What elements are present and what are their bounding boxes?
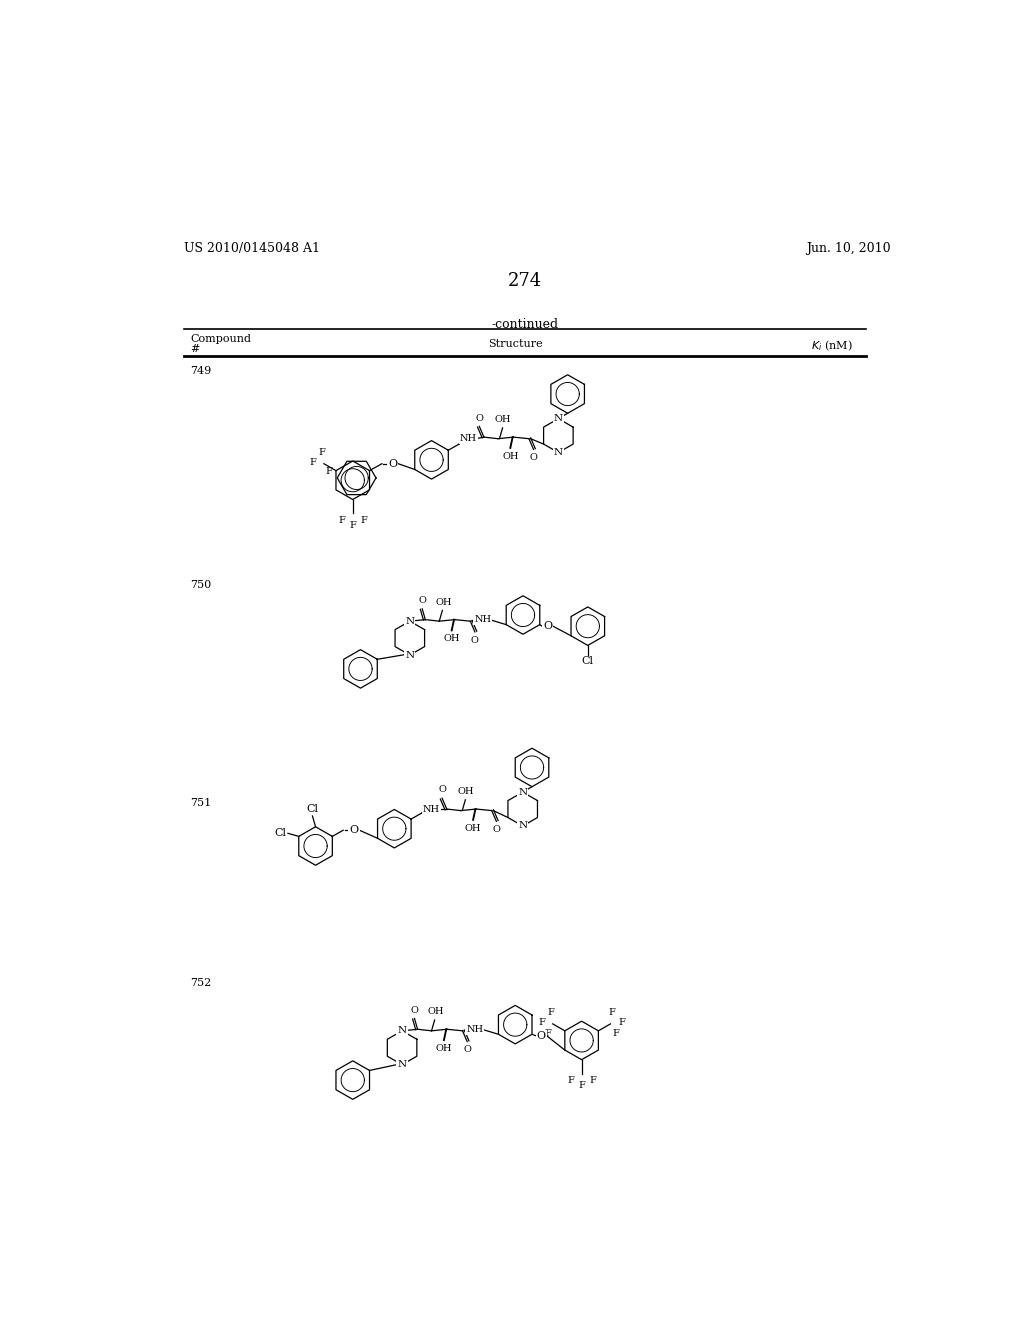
Text: O: O bbox=[493, 825, 501, 834]
Text: Cl: Cl bbox=[306, 804, 318, 814]
Text: O: O bbox=[418, 597, 426, 605]
Text: NH: NH bbox=[460, 434, 477, 444]
Text: NH: NH bbox=[466, 1024, 483, 1034]
Text: O: O bbox=[463, 1045, 471, 1055]
Text: NH: NH bbox=[474, 615, 492, 624]
Text: F: F bbox=[579, 1081, 585, 1090]
Text: 274: 274 bbox=[508, 272, 542, 290]
Text: OH: OH bbox=[495, 414, 511, 424]
Text: F: F bbox=[326, 467, 333, 475]
Text: F: F bbox=[590, 1076, 596, 1085]
Text: N: N bbox=[518, 788, 527, 796]
Text: F: F bbox=[612, 1028, 618, 1038]
Text: F: F bbox=[360, 516, 368, 524]
Text: OH: OH bbox=[443, 635, 460, 643]
Text: OH: OH bbox=[428, 1007, 444, 1016]
Text: O: O bbox=[388, 459, 397, 469]
Text: O: O bbox=[537, 1031, 546, 1040]
Text: F: F bbox=[309, 458, 316, 467]
Text: 749: 749 bbox=[190, 367, 211, 376]
Text: O: O bbox=[411, 1006, 419, 1015]
Text: OH: OH bbox=[465, 824, 481, 833]
Text: F: F bbox=[545, 1028, 551, 1038]
Text: F: F bbox=[567, 1076, 573, 1085]
Text: N: N bbox=[406, 616, 415, 626]
Text: #: # bbox=[190, 345, 200, 354]
Text: F: F bbox=[548, 1008, 555, 1016]
Text: OH: OH bbox=[435, 1044, 453, 1053]
Text: OH: OH bbox=[502, 451, 518, 461]
Text: F: F bbox=[608, 1008, 615, 1016]
Text: O: O bbox=[349, 825, 358, 836]
Text: 752: 752 bbox=[190, 978, 211, 989]
Text: Compound: Compound bbox=[190, 334, 251, 345]
Text: N: N bbox=[554, 447, 563, 457]
Text: O: O bbox=[471, 636, 479, 644]
Text: O: O bbox=[529, 453, 538, 462]
Text: Cl: Cl bbox=[582, 656, 594, 667]
Text: N: N bbox=[397, 1060, 407, 1069]
Text: -continued: -continued bbox=[492, 318, 558, 331]
Text: OH: OH bbox=[435, 598, 453, 607]
Text: N: N bbox=[554, 414, 563, 424]
Text: Structure: Structure bbox=[488, 339, 543, 348]
Text: F: F bbox=[349, 521, 356, 531]
Text: F: F bbox=[318, 447, 326, 457]
Text: Cl: Cl bbox=[274, 829, 287, 838]
Text: N: N bbox=[397, 1027, 407, 1035]
Text: N: N bbox=[406, 651, 415, 660]
Text: NH: NH bbox=[423, 805, 440, 813]
Text: 750: 750 bbox=[190, 581, 211, 590]
Text: OH: OH bbox=[457, 787, 474, 796]
Text: O: O bbox=[543, 622, 552, 631]
Text: F: F bbox=[618, 1018, 625, 1027]
Text: O: O bbox=[475, 413, 483, 422]
Text: O: O bbox=[438, 785, 446, 795]
Text: F: F bbox=[338, 516, 345, 524]
Text: Jun. 10, 2010: Jun. 10, 2010 bbox=[806, 242, 891, 255]
Text: US 2010/0145048 A1: US 2010/0145048 A1 bbox=[183, 242, 319, 255]
Text: F: F bbox=[539, 1018, 545, 1027]
Text: 751: 751 bbox=[190, 797, 211, 808]
Text: $K_i$ (nM): $K_i$ (nM) bbox=[811, 339, 853, 354]
Text: N: N bbox=[518, 821, 527, 830]
